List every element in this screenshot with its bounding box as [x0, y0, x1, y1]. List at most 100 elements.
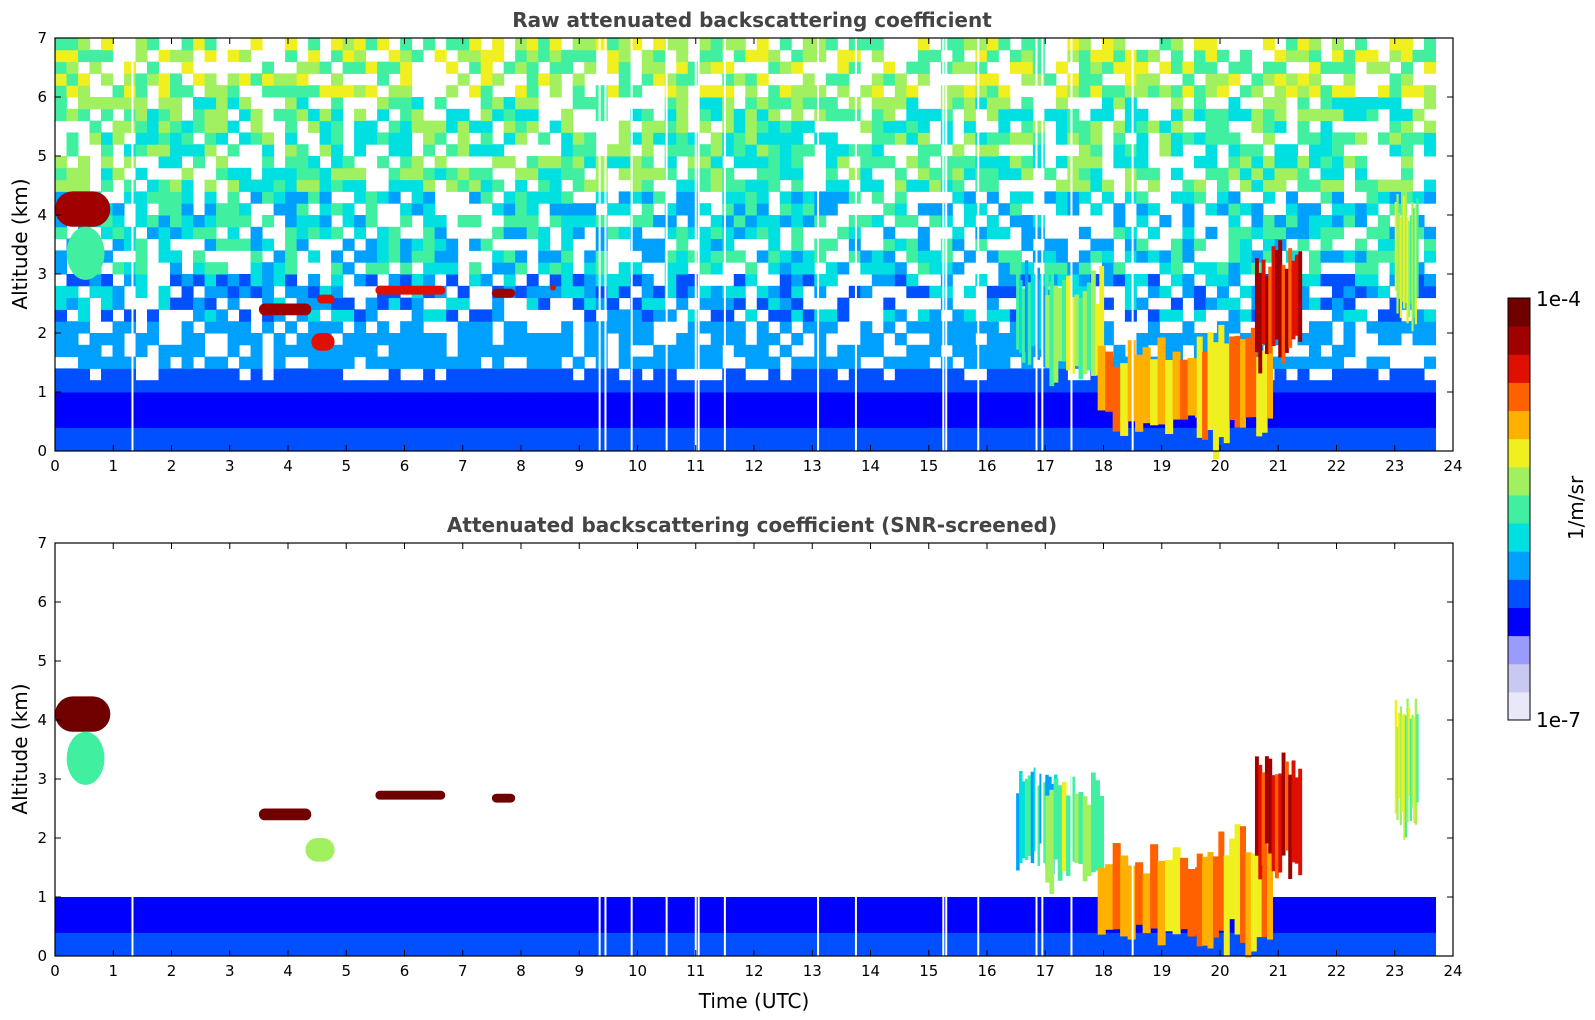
heatmap-cell	[515, 108, 528, 122]
heatmap-cell	[561, 61, 574, 74]
heatmap-cell	[825, 167, 838, 181]
heatmap-cell	[1044, 920, 1057, 933]
heatmap-cell	[388, 49, 401, 63]
heatmap-cell	[181, 403, 194, 417]
heatmap-cell	[1067, 132, 1080, 145]
heatmap-cell	[204, 85, 217, 98]
heatmap-cell	[756, 920, 769, 933]
heatmap-cell	[986, 908, 999, 922]
heatmap-cell	[250, 392, 263, 405]
heatmap-cell	[66, 61, 79, 74]
heatmap-cell	[1090, 85, 1103, 98]
heatmap-cell	[285, 439, 298, 452]
heatmap-cell	[745, 897, 758, 910]
heatmap-cell	[791, 120, 804, 133]
heatmap-cell	[871, 403, 884, 417]
heatmap-cell	[618, 392, 631, 405]
heatmap-cell	[181, 427, 194, 440]
heatmap-cell	[135, 392, 148, 405]
heatmap-cell	[653, 238, 666, 251]
heatmap-cell	[1147, 439, 1160, 452]
heatmap-cell	[365, 250, 378, 263]
heatmap-cell	[1136, 132, 1149, 145]
heatmap-cell	[1136, 61, 1149, 74]
heatmap-cell	[170, 250, 183, 263]
heatmap-cell	[710, 908, 723, 922]
heatmap-cell	[1378, 191, 1390, 204]
heatmap-cell	[1320, 238, 1333, 251]
heatmap-cell	[342, 415, 355, 428]
heatmap-cell	[1239, 238, 1252, 251]
heatmap-cell	[239, 179, 252, 192]
heatmap-cell	[331, 108, 344, 122]
heatmap-cell	[1401, 61, 1414, 74]
heatmap-cell	[331, 262, 344, 275]
heatmap-cell	[423, 439, 436, 452]
colorbar-swatch	[1508, 523, 1530, 552]
heatmap-cell	[1343, 392, 1356, 405]
heatmap-cell	[181, 274, 194, 287]
heatmap-cell	[1090, 203, 1103, 216]
heatmap-cell	[986, 179, 999, 192]
heatmap-cell	[641, 108, 654, 122]
heatmap-cell	[952, 920, 965, 933]
heatmap-cell	[802, 191, 815, 204]
heatmap-cell	[963, 250, 976, 263]
heatmap-cell	[986, 897, 999, 910]
heatmap-cell	[503, 344, 516, 358]
heatmap-cell	[1216, 274, 1229, 287]
heatmap-cell	[963, 908, 976, 922]
heatmap-cell	[825, 274, 838, 287]
heatmap-cell	[733, 439, 746, 452]
heatmap-cell	[779, 167, 792, 181]
heatmap-cell	[1343, 203, 1356, 216]
heatmap-cell	[641, 380, 654, 393]
heatmap-cell	[986, 403, 999, 417]
cloud-feature-cell	[1294, 254, 1299, 336]
heatmap-cell	[1320, 932, 1333, 945]
heatmap-cell	[89, 403, 102, 417]
heatmap-cell	[285, 49, 298, 63]
heatmap-cell	[756, 38, 769, 51]
heatmap-cell	[204, 108, 217, 122]
heatmap-cell	[193, 97, 206, 110]
heatmap-cell	[825, 932, 838, 945]
heatmap-cell	[1389, 73, 1402, 86]
heatmap-cell	[423, 132, 436, 145]
x-tick-label: 1	[108, 457, 118, 475]
heatmap-cell	[1009, 156, 1022, 169]
heatmap-cell	[756, 403, 769, 417]
heatmap-cell	[89, 392, 102, 405]
heatmap-cell	[273, 944, 286, 957]
cloud-feature-cell	[1394, 201, 1398, 291]
heatmap-cell	[526, 85, 539, 98]
heatmap-cell	[354, 415, 367, 428]
heatmap-cell	[860, 439, 873, 452]
heatmap-cell	[193, 944, 206, 957]
heatmap-cell	[756, 297, 769, 310]
heatmap-cell	[906, 908, 919, 922]
heatmap-cell	[1354, 38, 1367, 51]
heatmap-cell	[388, 226, 401, 240]
heatmap-cell	[561, 403, 574, 417]
heatmap-cell	[503, 368, 516, 381]
heatmap-cell	[699, 285, 712, 299]
heatmap-cell	[883, 380, 896, 393]
heatmap-cell	[848, 392, 861, 405]
heatmap-cell	[791, 392, 804, 405]
heatmap-cell	[710, 344, 723, 358]
heatmap-cell	[319, 368, 332, 381]
heatmap-cell	[446, 108, 459, 122]
colorbar-swatches	[1508, 298, 1530, 721]
heatmap-cell	[1401, 427, 1414, 440]
heatmap-cell	[250, 368, 263, 381]
heatmap-cell	[894, 392, 907, 405]
heatmap-cell	[1251, 108, 1264, 122]
heatmap-cell	[917, 380, 930, 393]
heatmap-cell	[101, 73, 114, 86]
heatmap-cell	[664, 132, 677, 145]
heatmap-cell	[296, 333, 309, 346]
aerosol-layer	[375, 285, 446, 295]
heatmap-cell	[66, 415, 79, 428]
heatmap-cell	[216, 215, 229, 228]
